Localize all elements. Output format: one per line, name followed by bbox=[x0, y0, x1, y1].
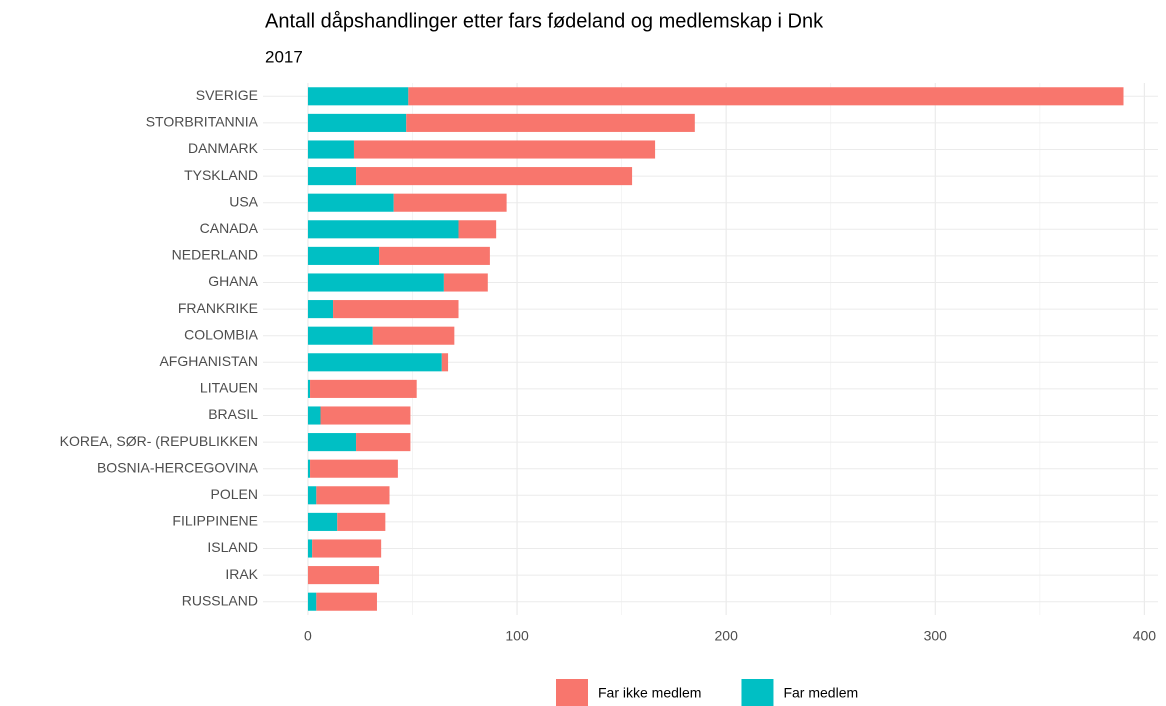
bar-segment bbox=[356, 433, 411, 452]
x-tick-label: 200 bbox=[715, 628, 739, 644]
bar-segment bbox=[307, 539, 313, 558]
bar-segment bbox=[356, 167, 633, 186]
bar-segment bbox=[393, 193, 507, 212]
y-tick-label: LITAUEN bbox=[200, 380, 258, 396]
chart-title: Antall dåpshandlinger etter fars fødelan… bbox=[265, 10, 824, 32]
bar-segment bbox=[316, 486, 390, 505]
y-tick-label: RUSSLAND bbox=[182, 592, 258, 608]
legend-label: Far ikke medlem bbox=[598, 685, 701, 701]
legend-label: Far medlem bbox=[783, 685, 858, 701]
bar-segment bbox=[307, 193, 394, 212]
y-tick-label: NEDERLAND bbox=[172, 247, 258, 263]
bar-segment bbox=[333, 300, 459, 319]
bar-segment bbox=[379, 246, 490, 265]
bar-segment bbox=[458, 220, 497, 239]
y-tick-label: AFGHANISTAN bbox=[159, 353, 258, 369]
y-tick-label: ISLAND bbox=[207, 539, 258, 555]
y-tick-label: BRASIL bbox=[208, 406, 258, 422]
x-tick-label: 0 bbox=[304, 628, 312, 644]
bar-segment bbox=[307, 273, 444, 292]
x-tick-label: 300 bbox=[924, 628, 948, 644]
grid bbox=[263, 83, 1158, 615]
bar-segment bbox=[307, 220, 459, 239]
bar-segment bbox=[307, 140, 354, 159]
bar-segment bbox=[307, 486, 317, 505]
y-tick-label: TYSKLAND bbox=[184, 167, 258, 183]
bar-segment bbox=[307, 512, 338, 531]
bar-segment bbox=[310, 459, 398, 478]
y-tick-label: SVERIGE bbox=[196, 87, 258, 103]
x-tick-label: 400 bbox=[1133, 628, 1157, 644]
bar-segment bbox=[320, 406, 411, 425]
bar-segment bbox=[372, 326, 455, 345]
bar-segment bbox=[441, 353, 449, 372]
bar-segment bbox=[408, 87, 1124, 106]
bar-segment bbox=[307, 300, 334, 319]
y-tick-label: USA bbox=[229, 193, 258, 209]
y-tick-label: STORBRITANNIA bbox=[146, 114, 259, 130]
legend-swatch bbox=[741, 679, 774, 706]
bar-segment bbox=[307, 379, 311, 398]
bar-segment bbox=[312, 539, 382, 558]
y-tick-label: CANADA bbox=[200, 220, 259, 236]
bar-segment bbox=[307, 353, 442, 372]
bar-segment bbox=[307, 246, 380, 265]
bar-segment bbox=[307, 592, 317, 611]
x-tick-label: 100 bbox=[505, 628, 529, 644]
chart-subtitle: 2017 bbox=[265, 47, 303, 66]
bar-segment bbox=[307, 459, 311, 478]
y-tick-label: POLEN bbox=[211, 486, 258, 502]
legend-swatch bbox=[556, 679, 588, 706]
bar-segment bbox=[353, 140, 656, 159]
y-tick-label: FILIPPINENE bbox=[172, 513, 258, 529]
y-tick-label: BOSNIA-HERCEGOVINA bbox=[97, 459, 259, 475]
y-tick-label: GHANA bbox=[208, 273, 258, 289]
y-tick-label: COLOMBIA bbox=[184, 326, 259, 342]
y-tick-label: DANMARK bbox=[188, 140, 259, 156]
legend: Far ikke medlem Far medlem bbox=[556, 679, 858, 706]
bar-segment bbox=[307, 113, 407, 132]
bar-segment bbox=[307, 326, 373, 345]
bar-segment bbox=[316, 592, 377, 611]
bar-segment bbox=[307, 87, 409, 106]
bar-segment bbox=[307, 566, 380, 585]
bar-segment bbox=[337, 512, 386, 531]
bar-segment bbox=[310, 379, 417, 398]
bar-segment bbox=[406, 113, 695, 132]
bar-segment bbox=[443, 273, 488, 292]
y-tick-label: KOREA, SØR- (REPUBLIKKEN bbox=[60, 433, 258, 449]
labels: 0 100 200 300 400 SVERIGE STORBRITANNIA DANMARK… bbox=[60, 87, 1157, 644]
bar-segment bbox=[307, 406, 321, 425]
bar-segment bbox=[307, 433, 357, 452]
y-tick-label: IRAK bbox=[225, 566, 258, 582]
bar-segment bbox=[307, 167, 357, 186]
bars bbox=[307, 87, 1124, 611]
y-tick-label: FRANKRIKE bbox=[178, 300, 258, 316]
